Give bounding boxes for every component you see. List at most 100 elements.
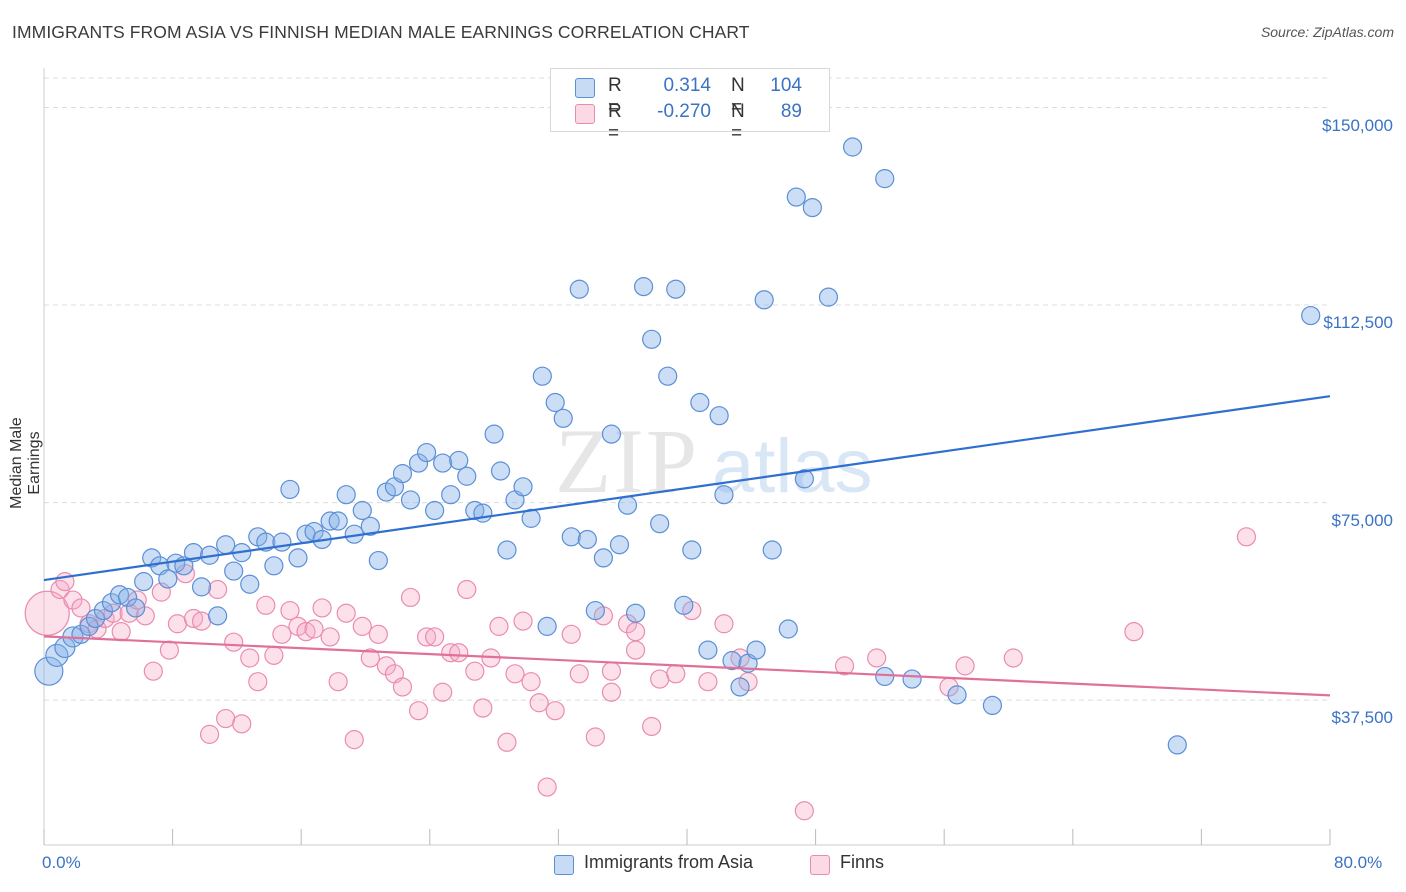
asia-point xyxy=(778,619,798,639)
finns-point xyxy=(376,656,396,676)
finns-point xyxy=(416,627,437,647)
asia-point xyxy=(577,529,597,550)
source-label: Source: ZipAtlas.com xyxy=(1260,24,1394,40)
legend-n-value-finns: 89 xyxy=(780,101,802,122)
asia-point xyxy=(714,485,734,505)
finns-point xyxy=(63,590,83,610)
finns-points xyxy=(24,527,1257,821)
asia-point xyxy=(674,595,694,615)
asia-point xyxy=(320,511,340,531)
asia-point xyxy=(336,485,356,505)
asia-point xyxy=(818,287,839,307)
asia-point xyxy=(1167,735,1187,755)
finns-point xyxy=(1124,622,1144,642)
axes xyxy=(43,68,1331,846)
asia-point xyxy=(328,511,348,531)
asia-point xyxy=(786,187,806,207)
asia-point xyxy=(722,651,742,671)
finns-point xyxy=(441,643,461,663)
finns-point xyxy=(175,564,196,584)
asia-point xyxy=(746,640,766,660)
asia-point xyxy=(34,656,64,686)
asia-point xyxy=(709,406,729,426)
legend-r-value-asia: 0.314 xyxy=(663,75,711,96)
finns-point xyxy=(473,698,493,718)
legend-swatch-asia xyxy=(575,78,595,98)
watermark-zip: ZIP xyxy=(555,410,699,512)
bottom-legend-swatch-asia xyxy=(554,855,574,875)
finns-point xyxy=(505,664,525,684)
asia-point xyxy=(690,392,710,413)
x-tick-label-min: 0.0% xyxy=(42,853,81,872)
watermark-atlas: atlas xyxy=(712,424,873,509)
asia-point xyxy=(79,616,99,636)
asia-trend-line xyxy=(43,395,1331,582)
bottom-legend-swatch-finns xyxy=(810,855,830,875)
finns-point xyxy=(1236,527,1257,547)
finns-point xyxy=(449,643,469,663)
asia-point xyxy=(473,503,493,523)
asia-point xyxy=(585,600,605,621)
finns-point xyxy=(457,579,477,600)
finns-point xyxy=(208,579,228,600)
finns-point xyxy=(561,624,581,644)
chart-title: IMMIGRANTS FROM ASIA VS FINNISH MEDIAN M… xyxy=(12,22,750,42)
finns-point xyxy=(545,701,565,721)
finns-point xyxy=(867,648,887,668)
finns-point xyxy=(625,622,646,642)
asia-point xyxy=(490,461,511,481)
asia-point xyxy=(593,548,614,568)
finns-point xyxy=(513,611,533,631)
y-tick-label: $112,500 xyxy=(1323,313,1393,333)
bottom-legend-label-finns: Finns xyxy=(840,852,885,872)
asia-point xyxy=(457,466,477,486)
bottom-legend-label-asia: Immigrants from Asia xyxy=(584,852,754,872)
y-tick-label: $150,000 xyxy=(1322,115,1393,135)
finns-point xyxy=(135,606,155,626)
finns-point xyxy=(794,801,814,821)
finns-point xyxy=(248,672,268,692)
finns-point xyxy=(625,640,646,660)
finns-point xyxy=(489,616,509,636)
asia-point xyxy=(1301,305,1321,326)
finns-point xyxy=(537,777,557,797)
legend-r-value-finns: -0.270 xyxy=(657,101,711,122)
asia-point xyxy=(208,606,228,626)
finns-point xyxy=(312,598,332,618)
asia-point xyxy=(191,577,212,597)
legend: R = 0.314 N = 104 R = -0.270 N = 89 xyxy=(550,68,830,144)
finns-point xyxy=(24,590,70,636)
finns-point xyxy=(304,619,324,639)
asia-point xyxy=(875,169,895,189)
finns-point xyxy=(360,648,380,668)
finns-point xyxy=(216,708,236,729)
asia-point xyxy=(85,608,106,629)
finns-point xyxy=(159,640,179,660)
x-tick-label-max: 80.0% xyxy=(1334,853,1383,872)
asia-point xyxy=(802,197,822,218)
asia-point xyxy=(617,495,638,515)
finns-point xyxy=(71,598,91,618)
asia-point xyxy=(537,616,557,636)
asia-point xyxy=(698,640,718,660)
finns-point xyxy=(698,672,718,692)
asia-point xyxy=(368,550,388,571)
asia-point xyxy=(142,548,162,568)
finns-point xyxy=(280,600,300,621)
finns-point xyxy=(497,732,517,752)
asia-point xyxy=(224,561,244,581)
asia-point xyxy=(666,279,686,299)
asia-point xyxy=(93,600,114,621)
asia-point xyxy=(134,572,154,592)
legend-r-label: R = xyxy=(608,75,622,118)
finns-point xyxy=(400,587,421,608)
asia-point xyxy=(126,598,146,618)
legend-n-label: N = xyxy=(731,101,745,144)
finns-point xyxy=(465,661,485,681)
finns-point xyxy=(264,645,284,665)
asia-point xyxy=(545,392,565,413)
asia-point xyxy=(561,527,581,547)
asia-point xyxy=(642,329,662,349)
finns-point xyxy=(569,664,589,684)
